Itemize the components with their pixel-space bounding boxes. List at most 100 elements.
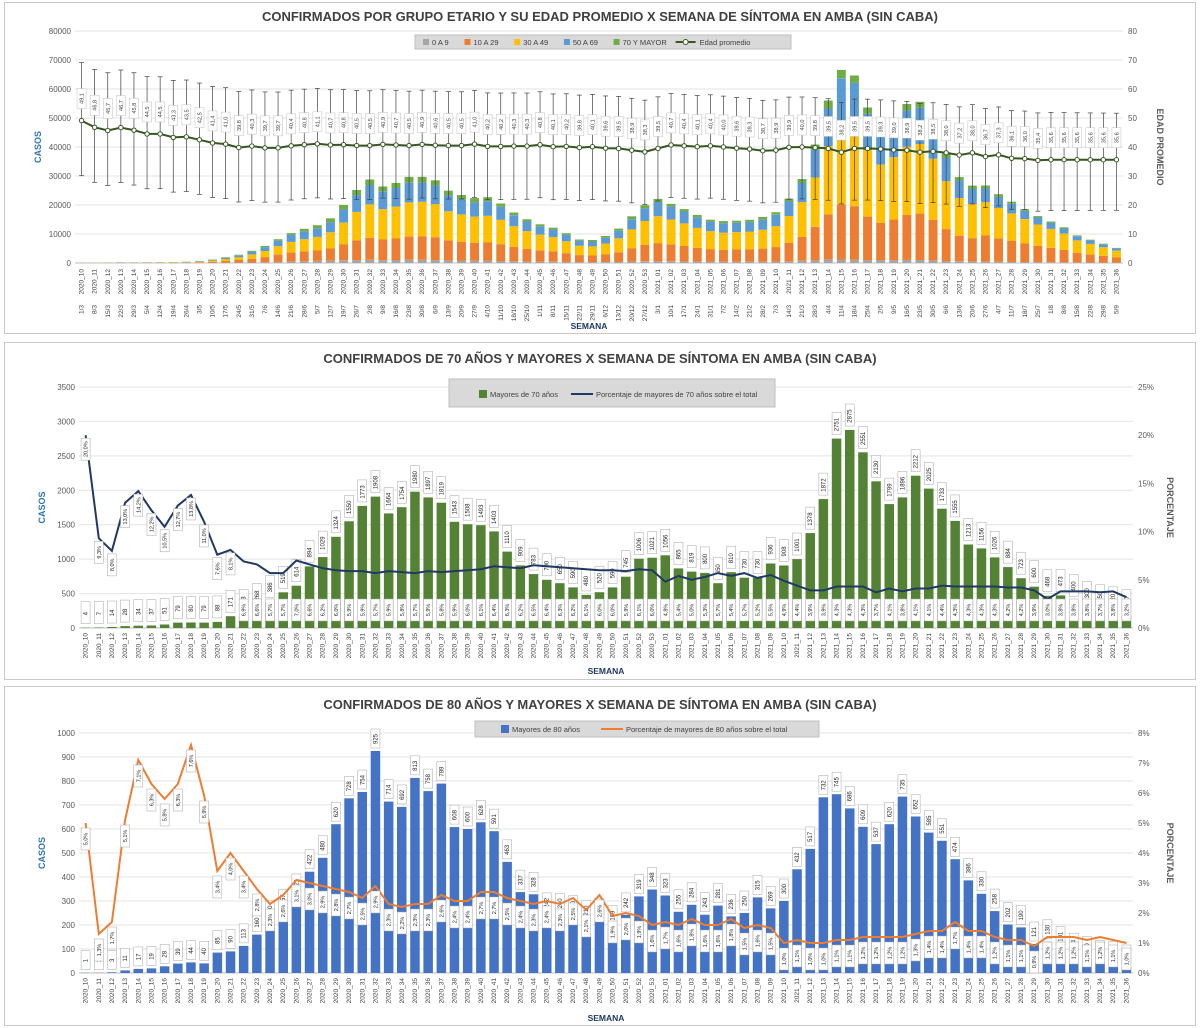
pct-label-box (80, 437, 91, 461)
x-date-label: 26/4 (183, 305, 190, 318)
bar (120, 970, 130, 973)
edad-label: 41,4 (211, 115, 217, 126)
bar-segment (1033, 245, 1043, 263)
x-date-label: 27/9 (472, 305, 479, 318)
edad-label: 40,9 (420, 117, 426, 128)
value-label-box (752, 875, 763, 895)
bar-value-label: 113 (242, 928, 248, 938)
x-tick-label: 2020_40 (478, 633, 485, 659)
y-tick-label: 30000 (49, 172, 72, 181)
edad-label-box (234, 115, 244, 136)
bar (910, 475, 921, 628)
value-label-box (910, 449, 921, 472)
pct-value-label: 1,8% (729, 929, 735, 942)
edad-label-box (849, 116, 860, 137)
x-date-label: 12/4 (157, 305, 164, 318)
x-date-label: 12/7 (327, 305, 334, 318)
legend-swatch (423, 39, 429, 45)
pct-value-label: 5,0% (84, 833, 90, 846)
x-date-label: 11/10 (498, 305, 505, 321)
pct-label-box (357, 598, 368, 622)
value-label-box (805, 826, 815, 847)
edad-label: 40,3 (512, 119, 518, 130)
edad-label-box (417, 112, 427, 133)
edad-label: 40,3 (525, 119, 531, 130)
pct-value-label: 1,1% (1019, 950, 1025, 963)
bar-segment (640, 205, 650, 209)
x-tick-label: 2020_13 (118, 269, 125, 295)
pct-label-box (120, 824, 130, 848)
bar-segment (692, 261, 702, 263)
bar (884, 504, 894, 628)
edad-marker (799, 144, 805, 150)
bar-segment (823, 259, 833, 263)
bar-segment (326, 248, 335, 261)
edad-label: 44,5 (158, 107, 164, 118)
y-tick-label: 1000 (57, 555, 75, 564)
bar (871, 481, 881, 628)
bar (845, 430, 855, 628)
bar (212, 621, 223, 628)
pct-value-label: 3,2% (1124, 604, 1130, 617)
value-label-box (304, 849, 315, 869)
y2-tick-label: 20% (1138, 431, 1154, 440)
edad-label: 40,3 (250, 119, 256, 130)
x-tick-label: 2020_52 (629, 269, 636, 295)
bar-value-label: 730 (742, 558, 748, 569)
pct-value-label: 9,3% (97, 546, 103, 559)
bar-value-label: 590 (571, 568, 577, 579)
pct-value-label: 1,4% (966, 941, 972, 954)
value-label-box (686, 882, 697, 903)
bar-segment (850, 259, 859, 263)
value-label-box (515, 869, 526, 890)
bar-segment (1020, 209, 1030, 211)
edad-marker (458, 142, 465, 149)
bar-segment (339, 204, 348, 210)
pct-label-box (621, 917, 631, 941)
pct-label-box (502, 598, 512, 622)
edad-label: 38,0 (944, 125, 950, 136)
edad-label-box (430, 113, 440, 134)
pct-label-box (765, 932, 776, 956)
bar-segment (705, 249, 715, 262)
value-label-box (634, 874, 644, 894)
bar (476, 525, 486, 628)
value-label-box (1016, 905, 1026, 925)
pct-label-box (1029, 598, 1039, 622)
bar-value-label: 628 (479, 805, 485, 816)
edad-label: 39,6 (604, 121, 610, 132)
value-label-box (462, 806, 473, 827)
edad-label: 40,4 (289, 118, 295, 129)
bar (779, 565, 789, 628)
edad-label: 39,5 (866, 121, 872, 132)
pct-label-box (212, 557, 223, 580)
edad-marker (720, 144, 727, 150)
y2-tick-label: 6% (1138, 789, 1150, 798)
bar-value-label: 160 (255, 917, 261, 928)
pct-value-label: 2,5% (505, 908, 511, 921)
bar-segment (234, 255, 244, 258)
x-tick-label: 2021_28 (1009, 269, 1016, 295)
x-tick-label: 2020_47 (570, 978, 577, 1004)
bar-segment (574, 245, 584, 256)
bar-segment (653, 261, 663, 263)
value-label-box (897, 471, 908, 494)
pct-value-label: 2,7% (347, 902, 353, 915)
edad-label-box (509, 113, 519, 135)
x-date-label: 28/2 (760, 305, 767, 318)
x-tick-label: 2021_27 (1005, 978, 1012, 1004)
pct-value-label: 1,9% (611, 926, 617, 939)
percentage-line (84, 435, 1127, 601)
value-label-box (410, 755, 420, 776)
x-date-label: 20/9 (458, 305, 465, 318)
x-tick-label: 2021_25 (969, 269, 976, 295)
pct-label-box (410, 908, 420, 932)
edad-marker (249, 143, 255, 149)
pct-value-label: 6,5% (532, 604, 538, 617)
bar-value-label: 728 (347, 781, 353, 792)
pct-value-label: 4,3% (848, 604, 854, 617)
pct-label-box (1095, 941, 1105, 965)
pct-value-label: 4,3% (993, 604, 999, 617)
x-tick-label: 2020_27 (307, 633, 314, 659)
x-tick-label: 2020_31 (354, 269, 361, 295)
